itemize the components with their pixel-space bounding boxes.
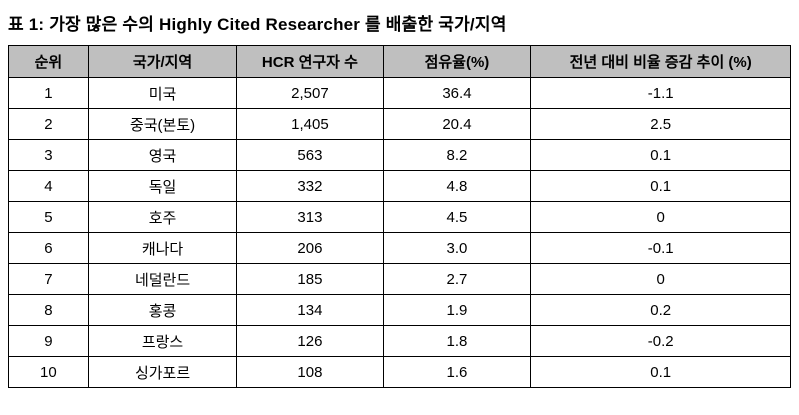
hcr-country-table: 순위 국가/지역 HCR 연구자 수 점유율(%) 전년 대비 비율 증감 추이… bbox=[8, 45, 791, 388]
table-row: 7 네덜란드 185 2.7 0 bbox=[8, 263, 791, 295]
cell-hcr-count: 126 bbox=[236, 325, 384, 357]
cell-rank: 8 bbox=[8, 294, 89, 326]
table-row: 6 캐나다 206 3.0 -0.1 bbox=[8, 232, 791, 264]
cell-yoy-change: 0.2 bbox=[530, 294, 791, 326]
header-hcr-count: HCR 연구자 수 bbox=[236, 45, 384, 78]
cell-hcr-count: 332 bbox=[236, 170, 384, 202]
cell-yoy-change: 0.1 bbox=[530, 139, 791, 171]
cell-share: 2.7 bbox=[382, 263, 532, 295]
cell-rank: 6 bbox=[8, 232, 89, 264]
cell-share: 8.2 bbox=[382, 139, 532, 171]
cell-yoy-change: -0.2 bbox=[530, 325, 791, 357]
header-country: 국가/지역 bbox=[87, 45, 238, 78]
cell-share: 4.5 bbox=[382, 201, 532, 233]
table-row: 9 프랑스 126 1.8 -0.2 bbox=[8, 325, 791, 357]
header-share: 점유율(%) bbox=[382, 45, 532, 78]
header-rank: 순위 bbox=[8, 45, 89, 78]
table-row: 2 중국(본토) 1,405 20.4 2.5 bbox=[8, 108, 791, 140]
cell-country: 미국 bbox=[87, 77, 238, 109]
cell-country: 프랑스 bbox=[87, 325, 238, 357]
cell-country: 네덜란드 bbox=[87, 263, 238, 295]
cell-share: 1.8 bbox=[382, 325, 532, 357]
cell-share: 4.8 bbox=[382, 170, 532, 202]
cell-hcr-count: 313 bbox=[236, 201, 384, 233]
cell-yoy-change: 0.1 bbox=[530, 170, 791, 202]
cell-rank: 7 bbox=[8, 263, 89, 295]
cell-rank: 10 bbox=[8, 356, 89, 388]
table-title: 표 1: 가장 많은 수의 Highly Cited Researcher 를 … bbox=[8, 15, 507, 34]
cell-share: 1.6 bbox=[382, 356, 532, 388]
table-row: 1 미국 2,507 36.4 -1.1 bbox=[8, 77, 791, 109]
cell-rank: 4 bbox=[8, 170, 89, 202]
cell-rank: 3 bbox=[8, 139, 89, 171]
cell-share: 20.4 bbox=[382, 108, 532, 140]
cell-yoy-change: 0.1 bbox=[530, 356, 791, 388]
cell-hcr-count: 206 bbox=[236, 232, 384, 264]
cell-country: 중국(본토) bbox=[87, 108, 238, 140]
cell-rank: 1 bbox=[8, 77, 89, 109]
table-row: 4 독일 332 4.8 0.1 bbox=[8, 170, 791, 202]
cell-hcr-count: 563 bbox=[236, 139, 384, 171]
header-yoy-change: 전년 대비 비율 증감 추이 (%) bbox=[530, 45, 791, 78]
cell-rank: 5 bbox=[8, 201, 89, 233]
cell-yoy-change: -1.1 bbox=[530, 77, 791, 109]
cell-yoy-change: 0 bbox=[530, 263, 791, 295]
table-row: 8 홍콩 134 1.9 0.2 bbox=[8, 294, 791, 326]
cell-rank: 9 bbox=[8, 325, 89, 357]
table-row: 5 호주 313 4.5 0 bbox=[8, 201, 791, 233]
cell-country: 홍콩 bbox=[87, 294, 238, 326]
cell-yoy-change: 0 bbox=[530, 201, 791, 233]
cell-country: 싱가포르 bbox=[87, 356, 238, 388]
cell-country: 캐나다 bbox=[87, 232, 238, 264]
cell-country: 영국 bbox=[87, 139, 238, 171]
cell-hcr-count: 134 bbox=[236, 294, 384, 326]
cell-share: 1.9 bbox=[382, 294, 532, 326]
cell-yoy-change: -0.1 bbox=[530, 232, 791, 264]
cell-hcr-count: 2,507 bbox=[236, 77, 384, 109]
cell-rank: 2 bbox=[8, 108, 89, 140]
table-header-row: 순위 국가/지역 HCR 연구자 수 점유율(%) 전년 대비 비율 증감 추이… bbox=[8, 45, 791, 78]
cell-yoy-change: 2.5 bbox=[530, 108, 791, 140]
cell-share: 3.0 bbox=[382, 232, 532, 264]
cell-country: 독일 bbox=[87, 170, 238, 202]
cell-share: 36.4 bbox=[382, 77, 532, 109]
cell-hcr-count: 1,405 bbox=[236, 108, 384, 140]
cell-hcr-count: 185 bbox=[236, 263, 384, 295]
cell-hcr-count: 108 bbox=[236, 356, 384, 388]
table-row: 10 싱가포르 108 1.6 0.1 bbox=[8, 356, 791, 388]
cell-country: 호주 bbox=[87, 201, 238, 233]
table-row: 3 영국 563 8.2 0.1 bbox=[8, 139, 791, 171]
